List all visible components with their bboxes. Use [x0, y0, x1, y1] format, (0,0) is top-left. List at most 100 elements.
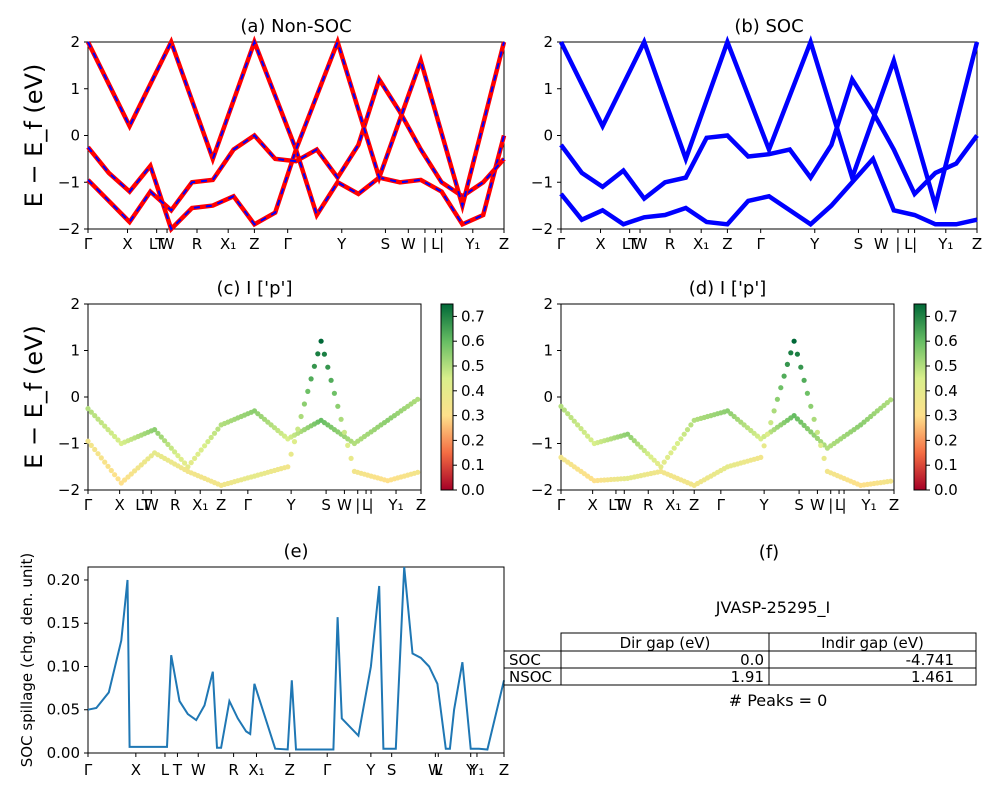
- panel-e-xtick-label: Z: [499, 761, 509, 779]
- panel-d-ytick-label: 0: [543, 388, 553, 406]
- panel-c-point: [165, 441, 171, 447]
- panel-c-point: [285, 464, 291, 470]
- panel-c-point: [105, 427, 111, 433]
- table-cell-dir-gap: 0.0: [740, 651, 764, 669]
- panel-f-footer: # Peaks = 0: [729, 691, 828, 710]
- panel-a-xtick-label: R: [192, 235, 202, 253]
- panel-d-point: [645, 451, 651, 457]
- panel-c-point: [85, 406, 91, 412]
- panel-c-point: [202, 443, 208, 449]
- panel-c-point: [341, 429, 347, 435]
- panel-b-xtick-label: Y: [809, 235, 820, 253]
- panel-d-xtick-label: W: [810, 496, 825, 514]
- panel-d-point: [888, 397, 894, 403]
- panel-e-title: (e): [283, 541, 308, 562]
- panel-d-xtick-label: Z: [689, 496, 699, 514]
- panel-a-xtick-label: Γ: [284, 235, 293, 253]
- colorbar-d-tick-label: 0.5: [934, 357, 958, 375]
- panel-e-ytick-label: 0.20: [47, 571, 80, 589]
- panel-d-xtick-label: LT: [608, 496, 624, 514]
- panel-c-xtick-label: S: [321, 496, 331, 514]
- panel-d-point: [558, 403, 564, 409]
- panel-e-ytick-label: 0.00: [47, 744, 80, 762]
- panel-c-point: [105, 463, 111, 469]
- panel-e-xtick-label: L: [434, 761, 443, 779]
- panel-c-point: [288, 451, 294, 457]
- panel-d-point: [668, 450, 674, 456]
- panel-c-xtick-label: Z: [216, 496, 226, 514]
- panel-a-title: (a) Non-SOC: [240, 16, 351, 37]
- panel-c-point: [135, 465, 141, 471]
- panel-d-xtick-label: X₁: [665, 496, 681, 514]
- panel-b-xtick-label: Γ: [757, 235, 766, 253]
- panel-a-ytick-label: 2: [70, 33, 80, 51]
- colorbar-d-tick-label: 0.4: [934, 382, 958, 400]
- panel-c-point: [298, 413, 304, 420]
- panel-a-ytick-label: 1: [70, 80, 80, 98]
- panel-b-ytick-label: 0: [543, 127, 553, 145]
- colorbar-c: [440, 303, 454, 491]
- panel-d-point: [794, 416, 801, 422]
- panel-b-xtick-label: R: [665, 235, 675, 253]
- panel-e-ytick-label: 0.15: [47, 614, 80, 632]
- colorbar-d-tick-label: 0.6: [934, 332, 958, 350]
- panel-e-ytick-label: 0.05: [47, 701, 80, 719]
- panel-c-point: [295, 426, 301, 432]
- panel-d-xtick-label: Z: [889, 496, 899, 514]
- panel-c-point: [98, 420, 104, 426]
- colorbar-d-tick-label: 0.2: [934, 431, 958, 449]
- panel-c-xtick-label: Γ: [244, 496, 253, 514]
- panel-d-point: [571, 418, 577, 424]
- panel-d-point: [655, 460, 661, 467]
- panel-c-point: [348, 455, 354, 461]
- panel-b-band-1: [559, 154, 978, 228]
- panel-c-point: [142, 459, 148, 465]
- panel-c-point: [215, 426, 221, 432]
- panel-d-point: [808, 403, 814, 409]
- panel-c-point: [92, 413, 98, 419]
- colorbar-c-tick-label: 0.3: [461, 407, 485, 425]
- panel-d-xtick-label: |: [842, 496, 847, 514]
- colorbar-d-tick-label: 0.3: [934, 407, 958, 425]
- panel-c-point: [88, 409, 94, 415]
- panel-a-band-dash-1: [87, 77, 505, 224]
- panel-d-point: [688, 422, 694, 428]
- panel-c-point: [192, 455, 198, 461]
- panel-c-ytick-label: 2: [70, 295, 80, 313]
- panel-c-point: [115, 476, 121, 482]
- panel-a-ytick-label: 0: [70, 127, 80, 145]
- panel-d-point: [678, 436, 684, 442]
- panel-e-xtick-label: Y: [365, 761, 376, 779]
- panel-c-point: [345, 442, 351, 448]
- panel-c-xtick-label: X: [114, 496, 124, 514]
- panel-c-ytick-label: 0: [70, 388, 80, 406]
- panel-c-point: [415, 396, 421, 402]
- panel-c-point: [415, 469, 421, 475]
- panel-c-point: [308, 376, 314, 382]
- panel-c-point: [198, 447, 204, 453]
- panel-d-point: [791, 338, 797, 344]
- panel-a-xtick-label: Z: [249, 235, 259, 253]
- panel-d-point: [674, 440, 681, 447]
- colorbar-c-tick-label: 0.6: [461, 332, 485, 350]
- panel-a-xtick-label: Y: [336, 235, 347, 253]
- table-row-label: SOC: [509, 651, 541, 669]
- panel-c-point: [328, 377, 334, 383]
- table-cell-indir-gap: -4.741: [906, 651, 954, 669]
- panel-a-ylabel: E − E_f (eV): [20, 64, 48, 208]
- panel-d-point: [771, 408, 777, 414]
- panel-c-point: [112, 433, 118, 440]
- panel-d-ytick-label: −1: [531, 435, 553, 453]
- panel-c-point: [92, 446, 98, 453]
- panel-b-ytick-label: 1: [543, 80, 553, 98]
- panel-d-point: [568, 414, 574, 421]
- panel-b-ytick-label: 2: [543, 33, 553, 51]
- panel-d-xtick-label: S: [794, 496, 804, 514]
- panel-d-point: [821, 455, 827, 461]
- panel-b-xtick-label: W: [633, 235, 648, 253]
- panel-a-xtick-label: X: [122, 235, 132, 253]
- panel-a-band-dash-2: [87, 38, 505, 210]
- panel-d-point: [758, 454, 764, 460]
- panel-c-point: [88, 442, 94, 448]
- panel-d-point: [768, 420, 774, 426]
